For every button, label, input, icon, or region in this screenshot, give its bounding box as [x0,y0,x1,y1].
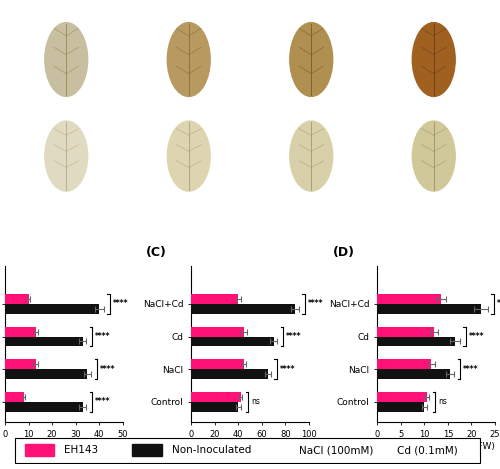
Bar [377,294,441,304]
Text: ****: **** [95,332,110,341]
Bar [191,359,244,369]
Bar [5,392,24,402]
Bar [5,304,99,314]
X-axis label: H₂O₂ content (nmol/g FW): H₂O₂ content (nmol/g FW) [378,442,494,451]
X-axis label: O²⁻ ( nmol/g FW): O²⁻ ( nmol/g FW) [26,442,102,451]
Ellipse shape [168,23,210,97]
Text: Non-Inoculated: Non-Inoculated [172,445,251,455]
Bar [191,327,244,336]
Ellipse shape [290,23,333,97]
Text: ****: **** [308,299,323,308]
Ellipse shape [412,121,455,191]
Bar [191,294,238,304]
FancyBboxPatch shape [15,438,480,463]
Bar [5,336,82,346]
Bar [5,327,36,336]
Text: ****: **** [100,365,116,374]
Ellipse shape [290,121,333,191]
Text: ns: ns [251,397,260,407]
Bar [5,359,36,369]
Ellipse shape [168,121,210,191]
Bar [377,369,450,379]
Text: ns: ns [438,397,446,407]
Bar [191,402,238,412]
Bar [377,402,424,412]
Text: (C): (C) [146,246,167,259]
Text: EH143: EH143 [64,445,98,455]
Bar [191,369,268,379]
Text: NaCl (100mM): NaCl (100mM) [299,445,374,455]
Bar [191,304,295,314]
Text: ****: **** [468,332,484,341]
Bar [132,444,162,456]
Bar [377,304,481,314]
Bar [5,402,82,412]
Text: ****: **** [113,299,128,308]
Text: ****: **** [463,365,478,374]
Text: ****: **** [280,365,295,374]
X-axis label: MDA (nmol/g FW): MDA (nmol/g FW) [210,442,290,451]
Ellipse shape [412,23,455,97]
Bar [377,359,432,369]
Text: (D): (D) [332,246,354,259]
Bar [5,294,28,304]
Text: ****: **** [95,397,110,407]
Ellipse shape [45,121,88,191]
Bar [377,336,455,346]
Bar [24,444,54,456]
Bar [191,336,274,346]
Bar [191,392,240,402]
Bar [5,369,87,379]
Text: Cd (0.1mM): Cd (0.1mM) [397,445,458,455]
Bar [377,327,434,336]
Text: ****: **** [286,332,302,341]
Text: ****: **** [497,299,500,308]
Ellipse shape [45,23,88,97]
Bar [377,392,426,402]
